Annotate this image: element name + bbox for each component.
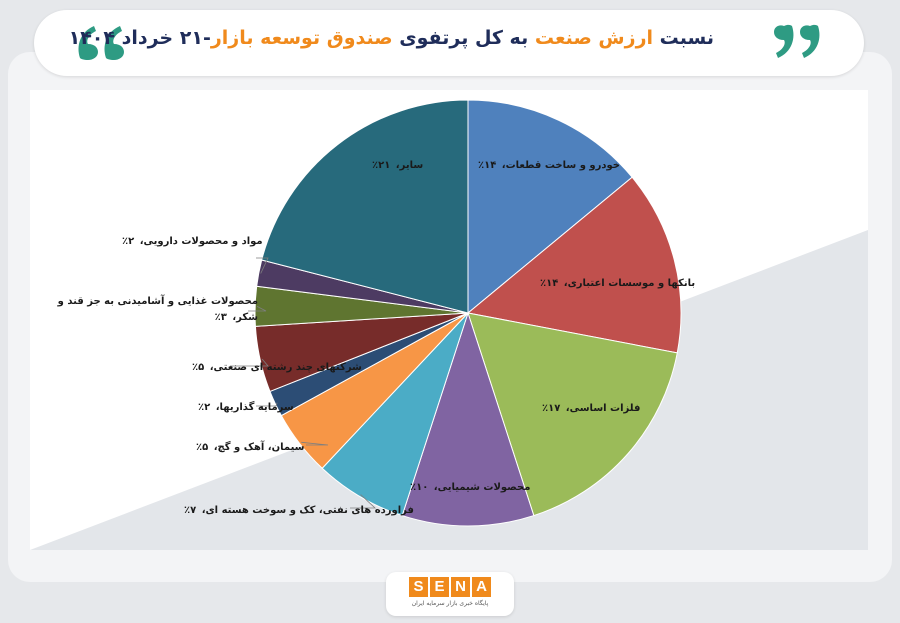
slice-label-value: ۱۰٪: [410, 482, 429, 493]
title-part-3: -۲۱ خرداد ۱۴۰۴: [68, 27, 211, 49]
leader-line: [301, 441, 329, 446]
slice-label: بانکها و موسسات اعتباری، ۱۴٪: [540, 278, 695, 289]
slice-label: محصولات شیمیایی، ۱۰٪: [410, 482, 530, 493]
title-accent-1: ارزش صنعت: [534, 27, 654, 49]
slice-label-value: ۱۴٪: [478, 160, 497, 171]
slice-label: فراورده های نفتی، کک و سوخت هسته ای، ۷٪: [184, 505, 414, 516]
logo-letter: S: [409, 577, 428, 597]
slice-label: سایر، ۲۱٪: [372, 160, 423, 171]
title-accent-2: صندوق توسعه بازار: [210, 27, 393, 49]
slice-label-value: ۲۱٪: [372, 160, 391, 171]
slice-label-name: مواد و محصولات دارویی،: [136, 236, 263, 247]
slice-label-value: ۱۴٪: [540, 278, 559, 289]
leader-line: [350, 494, 377, 509]
slice-label-value: ۷٪: [184, 505, 197, 516]
title-part-1: نسبت: [659, 27, 714, 49]
logo-letter: A: [472, 577, 491, 597]
pie-slice: [467, 312, 678, 517]
slice-label: سرمایه گذاریها، ۲٪: [198, 402, 294, 413]
slice-label: شرکتهای چند رشته ای صنعتی، ۵٪: [192, 362, 362, 373]
slice-label-name: محصولات شیمیایی،: [430, 482, 531, 493]
slice-label: فلزات اساسی، ۱۷٪: [542, 403, 640, 414]
chart-area: خودرو و ساخت قطعات، ۱۴٪ بانکها و موسسات ا…: [30, 90, 868, 550]
slice-label-value: ۱۷٪: [542, 403, 561, 414]
slice-label-value: ۲٪: [198, 402, 211, 413]
leader-line: [248, 306, 267, 312]
slice-label-name: سیمان، آهک و گچ،: [210, 442, 305, 453]
slice-label-name: فلزات اساسی،: [562, 403, 641, 414]
logo-letter: E: [430, 577, 449, 597]
slice-label-name: بانکها و موسسات اعتباری،: [560, 278, 696, 289]
slice-label-value: ۵٪: [192, 362, 205, 373]
title-part-2: به کل پرتفوی: [399, 27, 529, 49]
slice-label-name: محصولات غذایی و آشامیدنی به جز قند و شکر…: [57, 296, 258, 323]
slice-label-name: خودرو و ساخت قطعات،: [498, 160, 620, 171]
slice-label: خودرو و ساخت قطعات، ۱۴٪: [478, 160, 620, 171]
pie-slice: [466, 176, 682, 354]
leader-line: [256, 257, 269, 274]
slice-label-value: ۳٪: [214, 312, 227, 323]
pie-chart: [30, 99, 868, 550]
page-title: نسبت ارزش صنعت به کل پرتفوی صندوق توسعه …: [69, 27, 714, 49]
slice-label-value: ۵٪: [196, 442, 209, 453]
leader-line: [256, 402, 278, 407]
slice-label: محصولات غذایی و آشامیدنی به جز قند و شکر…: [42, 294, 258, 326]
title-banner: نسبت ارزش صنعت به کل پرتفوی صندوق توسعه …: [34, 10, 864, 76]
open-quote-icon: [78, 26, 124, 60]
pie-slice: [467, 99, 633, 315]
slice-label: سیمان، آهک و گچ، ۵٪: [196, 442, 305, 453]
pie-slice: [401, 311, 535, 527]
slice-label-name: سایر،: [392, 160, 424, 171]
slice-label-name: سرمایه گذاریها،: [212, 402, 294, 413]
slice-label-value: ۲٪: [122, 236, 135, 247]
slice-label-name: فراورده های نفتی، کک و سوخت هسته ای،: [198, 505, 414, 516]
slice-label-name: شرکتهای چند رشته ای صنعتی،: [206, 362, 362, 373]
logo-tagline: پایگاه خبری بازار سرمایه ایران: [411, 600, 489, 607]
logo-letter: N: [451, 577, 470, 597]
slice-label: مواد و محصولات دارویی، ۲٪: [122, 236, 263, 247]
close-quote-icon: [774, 24, 820, 58]
pie-slice: [261, 99, 469, 314]
leader-line: [230, 358, 269, 367]
